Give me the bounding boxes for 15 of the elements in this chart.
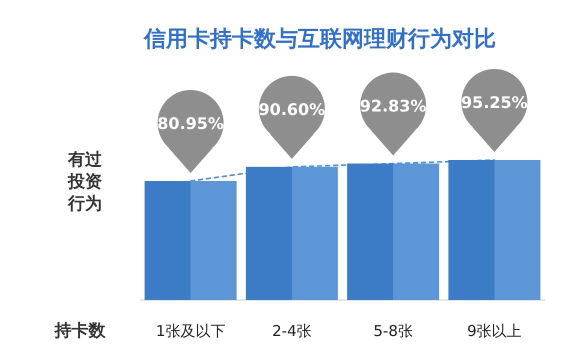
- bar: [448, 160, 540, 300]
- bar: [347, 164, 440, 300]
- text: 有过投资行为: [67, 150, 103, 214]
- data-label: 92.83%: [360, 96, 426, 116]
- x-tick-label: 9张以上: [467, 322, 522, 340]
- bar: [246, 166, 338, 300]
- x-tick-label: 2-4张: [272, 322, 312, 340]
- chart-title: 信用卡持卡数与互联网理财行为对比: [143, 27, 496, 52]
- data-label: 90.60%: [258, 100, 326, 119]
- x-axis-title: 持卡数: [54, 321, 106, 341]
- x-tick-label: 1张及以下: [156, 322, 226, 340]
- bar: [144, 181, 237, 300]
- x-tick-label: 5-8张: [373, 322, 413, 340]
- data-label: 80.95%: [157, 114, 224, 134]
- data-label: 95.25%: [461, 93, 528, 112]
